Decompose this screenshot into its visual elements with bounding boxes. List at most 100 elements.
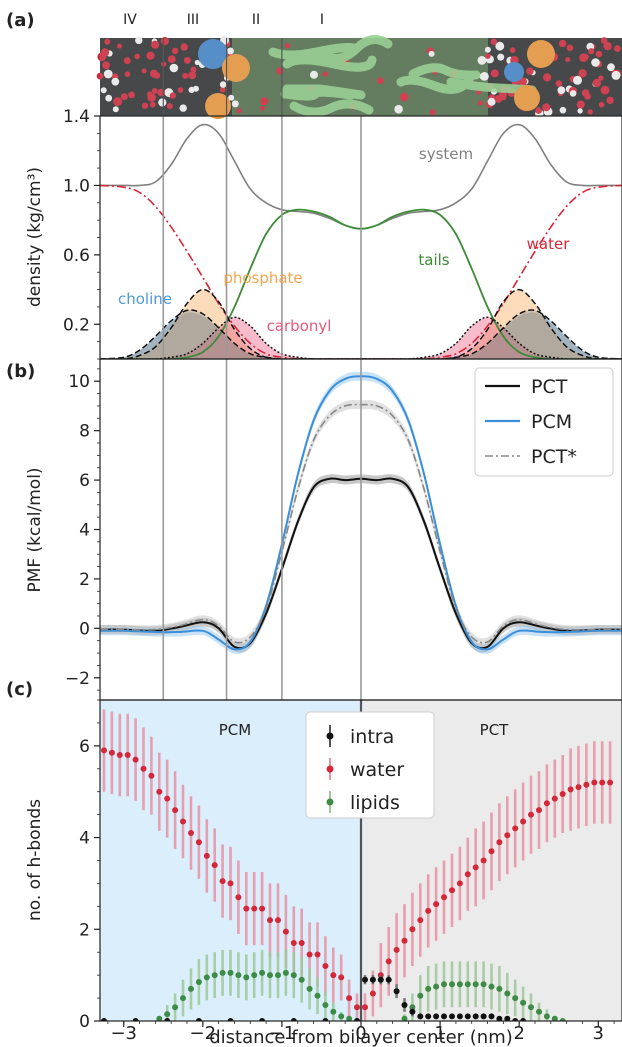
hbond-point-intra [385, 976, 392, 983]
hbond-point-lipids [536, 1008, 542, 1015]
hbond-point-water [330, 972, 337, 979]
hbond-point-water [290, 940, 297, 946]
hbond-point-lipids [235, 972, 242, 979]
legend-pmf: PCT PCM PCT* [474, 367, 614, 477]
hbond-point-water [449, 887, 455, 894]
density-area-choline [100, 310, 622, 359]
pmf-y-tick-label: 0 [79, 619, 90, 639]
hbond-point-lipids [472, 981, 479, 988]
legend-pcm: PCM [531, 411, 572, 433]
hbond-point-intra [227, 1018, 234, 1021]
density-area-carbonyl [100, 317, 622, 359]
hbond-point-lipids [425, 985, 432, 992]
region-label-iii: III [187, 12, 199, 28]
hbond-point-water [393, 946, 400, 953]
hbond-point-intra [496, 1015, 503, 1021]
hbond-point-lipids [219, 969, 226, 976]
hbond-point-water [156, 788, 163, 795]
hbond-point-water [101, 747, 107, 754]
hbond-point-water [575, 784, 582, 791]
legend-water: water [350, 759, 404, 781]
pmf-y-tick-label: 10 [68, 372, 90, 392]
hbond-point-water [409, 926, 416, 933]
hbond-point-intra [464, 1013, 471, 1020]
hbond-point-lipids [528, 1004, 534, 1011]
hbond-point-water [551, 795, 558, 802]
label-choline: choline [118, 290, 172, 308]
hbond-point-water [591, 779, 598, 786]
panel-label-c: (c) [6, 679, 33, 700]
hbond-point-intra [449, 1013, 455, 1020]
hbond-point-water [188, 830, 194, 836]
hbond-point-lipids [172, 1004, 179, 1011]
hbond-point-water [536, 807, 542, 814]
hbond-point-water [599, 779, 606, 786]
hbond-point-water [496, 839, 503, 846]
hbond-point-water [528, 811, 534, 818]
hbond-point-lipids [211, 972, 218, 979]
hbond-point-water [425, 907, 432, 914]
hbond-point-lipids [551, 1015, 558, 1021]
hbond-point-intra [480, 1013, 487, 1020]
hbond-point-water [180, 818, 186, 825]
label-water: water [527, 235, 571, 253]
hbond-point-intra [433, 1013, 440, 1020]
density-overlap-shade [100, 312, 622, 359]
hbond-point-water [267, 917, 273, 924]
hbond-point-water [314, 951, 321, 958]
hbond-point-water [108, 749, 115, 756]
hbond-point-water [306, 951, 313, 958]
x-tick-label: −1 [269, 1023, 296, 1044]
hbond-point-lipids [251, 972, 258, 979]
hbond-point-lipids [559, 1018, 566, 1021]
hbond-point-intra [417, 1013, 424, 1020]
hbond-point-intra [290, 1018, 297, 1021]
hbond-point-water [346, 995, 353, 1002]
hbond-point-lipids [203, 974, 210, 981]
legend-lipids: lipids [350, 792, 400, 814]
hbond-point-lipids [488, 983, 495, 990]
pmf-y-tick-label: 6 [79, 471, 90, 491]
hbond-point-water [385, 958, 392, 965]
hbond-point-water [227, 880, 234, 887]
hbond-point-lipids [164, 1011, 171, 1018]
hbond-point-water [441, 894, 447, 901]
x-tick-label: 3 [593, 1023, 604, 1044]
hbond-point-water [464, 871, 471, 878]
hbond-point-water [354, 1004, 360, 1011]
hbond-point-water [219, 878, 226, 885]
density-y-tick-label: 1.4 [63, 107, 90, 127]
density-line-water [100, 184, 622, 359]
hbond-point-water [433, 901, 440, 908]
hbond-point-water [211, 862, 218, 869]
hbond-point-water [235, 894, 242, 901]
legend-hbonds: intra water lipids [305, 711, 435, 819]
label-phosphate: phosphate [223, 269, 302, 287]
hbond-point-intra [512, 1018, 519, 1021]
hbond-point-lipids [433, 983, 440, 990]
hbond-y-tick-label: 2 [79, 920, 90, 940]
hbond-point-lipids [267, 972, 273, 979]
hbond-point-lipids [543, 1013, 550, 1020]
density-area-phosphate [100, 289, 622, 359]
hbond-point-intra [504, 1015, 511, 1021]
hbond-plot [101, 700, 614, 1021]
pmf-y-tick-label: 4 [79, 521, 90, 541]
hbond-point-water [567, 786, 574, 793]
hbond-point-water [251, 905, 258, 912]
half-label-pcm: PCM [219, 721, 251, 739]
hbond-point-intra [164, 1018, 171, 1021]
hbond-point-lipids [314, 992, 321, 999]
label-carbonyl: carbonyl [267, 317, 332, 335]
hbond-point-intra [362, 976, 368, 983]
hbond-point-water [401, 937, 408, 944]
hbond-point-intra [401, 1002, 408, 1008]
molecular-snapshot-image [96, 35, 622, 119]
hbond-point-lipids [298, 976, 305, 983]
x-tick-label: 2 [513, 1023, 524, 1044]
pmf-y-tick-label: 8 [79, 422, 90, 442]
hbond-point-water [203, 852, 210, 859]
hbond-point-water [338, 974, 345, 981]
hbond-point-intra [132, 1018, 139, 1021]
